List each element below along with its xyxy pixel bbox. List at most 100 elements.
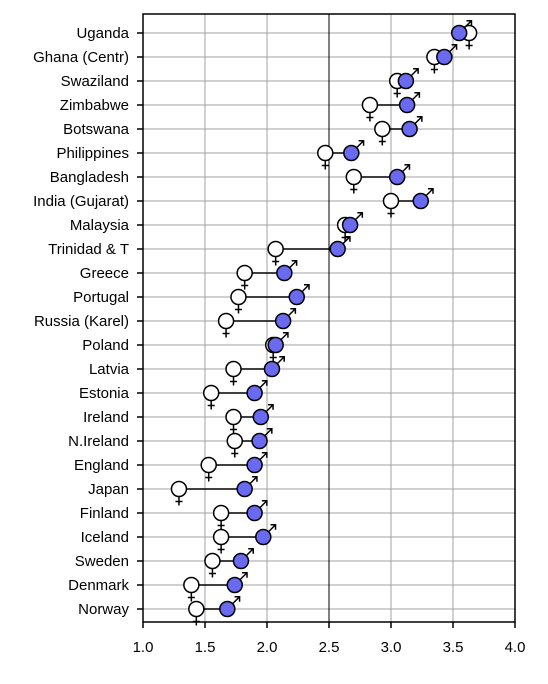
male-symbol-shaft [449, 44, 458, 53]
category-label: Ireland [83, 409, 129, 426]
male-symbol-shaft [289, 260, 298, 269]
female-point [202, 384, 220, 402]
female-point [225, 408, 242, 426]
male-symbol-shaft [401, 164, 410, 173]
male-point [252, 408, 270, 426]
male-point [436, 48, 453, 66]
male-symbol-arrowhead [242, 572, 248, 578]
female-point [382, 192, 400, 210]
male-symbol-arrowhead [466, 20, 473, 26]
male-symbol-shaft [232, 596, 241, 605]
male-symbol-shaft [414, 116, 423, 125]
male-symbol-arrowhead [234, 596, 241, 602]
male-point [341, 216, 359, 234]
female-point [200, 456, 217, 474]
x-tick-label: 1.5 [195, 639, 216, 656]
category-label: Zimbabwe [60, 97, 129, 114]
x-tick-label: 3.5 [443, 639, 464, 656]
data-markers [170, 20, 478, 626]
male-point [288, 288, 306, 306]
male-symbol-shaft [280, 332, 289, 341]
category-label: Iceland [81, 529, 129, 546]
male-point [276, 264, 293, 282]
category-label: Poland [82, 337, 129, 354]
male-symbol-arrowhead [416, 116, 423, 122]
female-point [226, 432, 244, 450]
male-symbol-arrowhead [414, 92, 421, 98]
x-tick-label: 3.0 [381, 639, 402, 656]
male-symbol-shaft [410, 68, 419, 77]
male-point [236, 480, 253, 498]
male-point [246, 384, 263, 402]
category-label: Malaysia [70, 217, 130, 234]
female-point [345, 168, 363, 186]
male-symbol-shaft [259, 380, 268, 389]
male-point [388, 168, 406, 186]
category-label: Japan [88, 481, 129, 498]
category-label: Swaziland [61, 73, 129, 90]
x-tick-label: 1.0 [133, 639, 154, 656]
male-symbol-shaft [265, 404, 274, 413]
category-label: Norway [78, 601, 129, 618]
category-label: England [74, 457, 129, 474]
female-point [217, 312, 235, 330]
category-label: N.Ireland [68, 433, 129, 450]
male-point [255, 528, 272, 546]
male-point [267, 336, 284, 354]
male-symbol-arrowhead [248, 548, 254, 554]
male-point [226, 576, 244, 594]
category-label: Philippines [56, 145, 129, 162]
female-point [230, 288, 247, 306]
male-symbol-arrowhead [428, 188, 434, 194]
male-symbol-shaft [249, 476, 258, 485]
male-symbol-shaft [356, 140, 365, 149]
female-point [225, 360, 242, 378]
female-point [170, 480, 188, 498]
male-symbol-shaft [425, 188, 434, 197]
female-point [188, 600, 205, 618]
male-symbol-arrowhead [357, 212, 364, 218]
male-point [401, 120, 418, 138]
female-point [212, 528, 230, 546]
male-symbol-shaft [245, 548, 254, 557]
category-label: Denmark [68, 577, 129, 594]
male-symbol-arrowhead [413, 68, 419, 74]
category-label: Sweden [75, 553, 129, 570]
male-point [246, 456, 263, 474]
x-axis-tick-labels: 1.0 1.5 2.0 2.5 3.0 3.5 4.0 [133, 639, 526, 656]
female-point [183, 576, 200, 594]
male-symbol-arrowhead [261, 452, 268, 458]
male-symbol-shaft [264, 428, 273, 437]
category-label: Russia (Karel) [34, 313, 129, 330]
male-symbol-shaft [411, 92, 420, 101]
x-tick-label: 4.0 [505, 639, 526, 656]
female-point [236, 264, 253, 282]
male-symbol-shaft [287, 308, 296, 317]
category-label: Greece [80, 265, 129, 282]
male-point [412, 192, 430, 210]
category-label: India (Gujarat) [33, 193, 129, 210]
male-symbol-shaft [463, 20, 472, 29]
female-point [361, 96, 379, 114]
male-point [232, 552, 250, 570]
category-label: Latvia [89, 361, 130, 378]
male-symbol-shaft [239, 572, 248, 581]
male-symbol-arrowhead [404, 164, 411, 170]
category-label: Uganda [76, 25, 129, 42]
female-point [317, 144, 334, 162]
male-symbol-shaft [259, 500, 268, 509]
male-symbol-shaft [276, 356, 285, 365]
x-tick-label: 2.0 [257, 639, 278, 656]
plot-frame [137, 13, 516, 628]
male-symbol-arrowhead [268, 404, 274, 410]
female-point [212, 504, 230, 522]
female-point [267, 240, 284, 258]
male-symbol-arrowhead [291, 260, 298, 266]
male-point [251, 432, 268, 450]
male-symbol-arrowhead [261, 380, 268, 386]
male-symbol-shaft [301, 284, 310, 293]
category-label: Bangladesh [50, 169, 129, 186]
male-symbol-shaft [267, 524, 277, 533]
male-symbol-arrowhead [304, 284, 310, 290]
